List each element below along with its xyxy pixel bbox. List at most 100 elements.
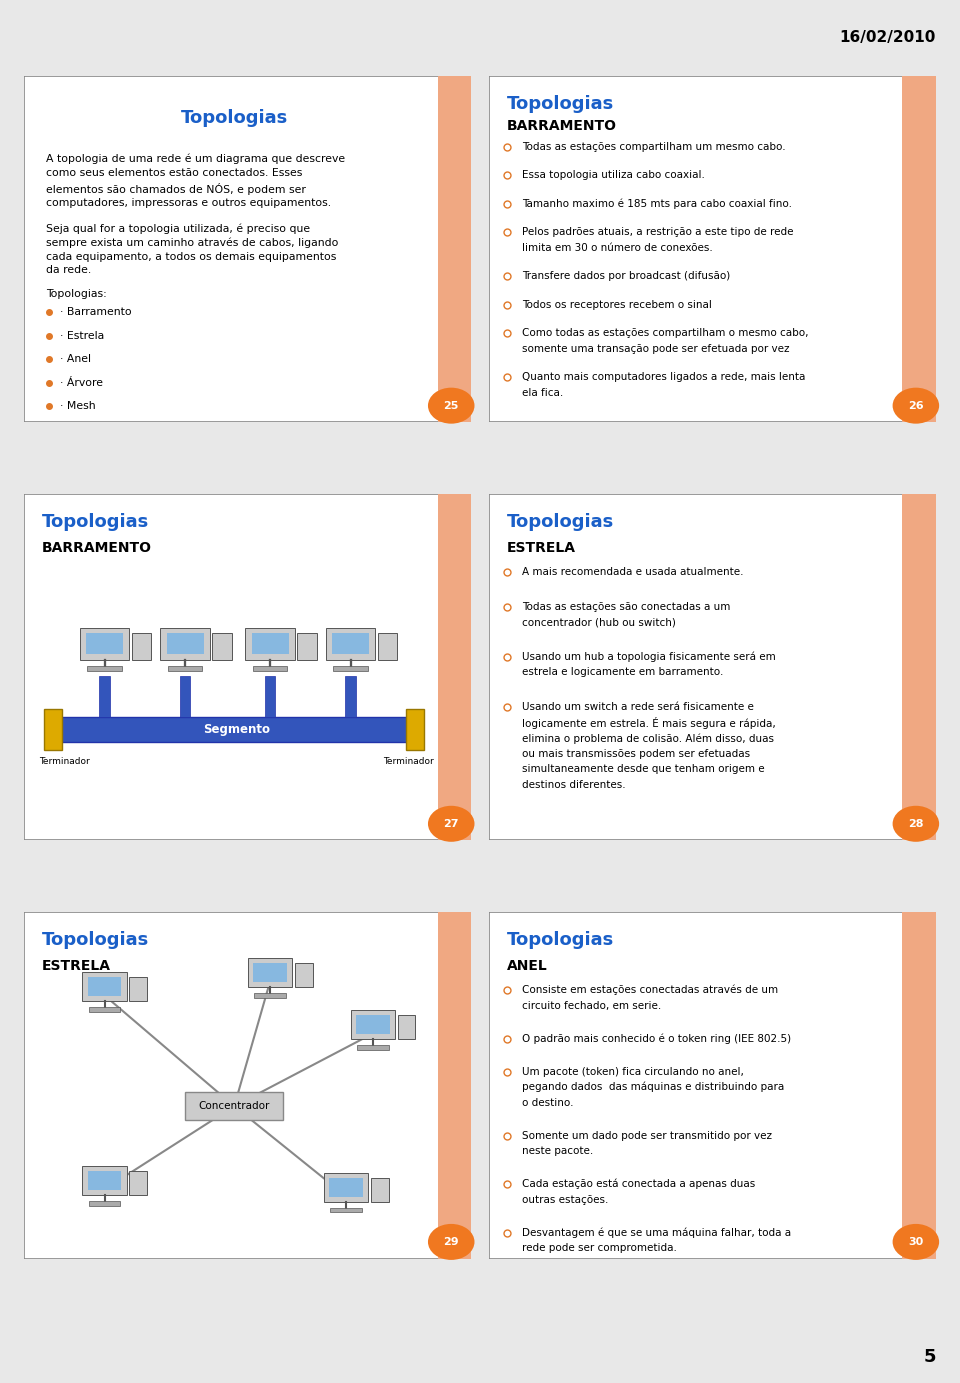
Bar (332, 633, 369, 654)
Bar (132, 633, 152, 660)
Bar (167, 633, 204, 654)
Text: BARRAMENTO: BARRAMENTO (507, 119, 616, 133)
Text: Como todas as estações compartilham o mesmo cabo,: Como todas as estações compartilham o me… (522, 328, 808, 337)
Text: 5: 5 (924, 1348, 936, 1366)
Bar (295, 963, 313, 987)
Bar (438, 494, 471, 841)
Text: Terminador: Terminador (39, 758, 89, 766)
Bar (346, 676, 356, 718)
Text: 27: 27 (444, 819, 459, 828)
Text: Quanto mais computadores ligados a rede, mais lenta: Quanto mais computadores ligados a rede,… (522, 372, 805, 382)
FancyBboxPatch shape (83, 972, 127, 1001)
Bar (252, 667, 287, 671)
Circle shape (428, 387, 474, 423)
Text: elimina o problema de colisão. Além disso, duas: elimina o problema de colisão. Além diss… (522, 733, 774, 744)
Text: logicamente em estrela. É mais segura e rápida,: logicamente em estrela. É mais segura e … (522, 716, 776, 729)
Text: Topologias: Topologias (507, 513, 613, 531)
Bar (185, 1093, 283, 1120)
Text: · Estrela: · Estrela (60, 331, 104, 340)
Bar (89, 1007, 120, 1012)
FancyBboxPatch shape (24, 494, 471, 841)
Text: Concentrador: Concentrador (199, 1101, 270, 1111)
Bar (438, 913, 471, 1259)
Bar (902, 494, 936, 841)
Text: limita em 30 o número de conexões.: limita em 30 o número de conexões. (522, 243, 713, 253)
Text: destinos diferentes.: destinos diferentes. (522, 780, 626, 790)
Bar (902, 76, 936, 422)
Bar (377, 633, 397, 660)
Bar (180, 676, 190, 718)
Bar (297, 633, 317, 660)
Text: · Anel: · Anel (60, 354, 91, 364)
Text: Desvantagem é que se uma máquina falhar, toda a: Desvantagem é que se uma máquina falhar,… (522, 1227, 791, 1238)
Text: Todas as estações compartilham um mesmo cabo.: Todas as estações compartilham um mesmo … (522, 142, 786, 152)
Bar (902, 913, 936, 1259)
Bar (87, 1171, 121, 1189)
Text: Pelos padrões atuais, a restrição a este tipo de rede: Pelos padrões atuais, a restrição a este… (522, 227, 794, 238)
Circle shape (428, 1224, 474, 1260)
Text: 30: 30 (908, 1236, 924, 1247)
FancyBboxPatch shape (24, 913, 471, 1259)
Text: rede pode ser comprometida.: rede pode ser comprometida. (522, 1243, 677, 1253)
Bar (333, 667, 368, 671)
Text: Usando um switch a rede será fisicamente e: Usando um switch a rede será fisicamente… (522, 703, 754, 712)
FancyBboxPatch shape (324, 1173, 369, 1202)
FancyBboxPatch shape (24, 76, 471, 422)
FancyBboxPatch shape (489, 494, 936, 841)
Bar (87, 667, 122, 671)
Text: Cada estação está conectada a apenas duas: Cada estação está conectada a apenas dua… (522, 1178, 756, 1189)
Text: circuito fechado, em serie.: circuito fechado, em serie. (522, 1001, 661, 1011)
Bar (254, 993, 286, 997)
Text: Essa topologia utiliza cabo coaxial.: Essa topologia utiliza cabo coaxial. (522, 170, 705, 180)
Bar (438, 76, 471, 422)
Text: Transfere dados por broadcast (difusão): Transfere dados por broadcast (difusão) (522, 271, 731, 281)
Text: simultaneamente desde que tenham origem e: simultaneamente desde que tenham origem … (522, 765, 765, 774)
FancyBboxPatch shape (246, 628, 295, 660)
Text: ESTRELA: ESTRELA (507, 541, 576, 555)
Text: Topologias: Topologias (42, 513, 149, 531)
Bar (87, 976, 121, 996)
Text: neste pacote.: neste pacote. (522, 1147, 593, 1156)
Bar (44, 709, 62, 751)
Text: Terminador: Terminador (383, 758, 434, 766)
Text: Todos os receptores recebem o sinal: Todos os receptores recebem o sinal (522, 300, 712, 310)
Text: estrela e logicamente em barramento.: estrela e logicamente em barramento. (522, 668, 724, 678)
Text: ESTRELA: ESTRELA (42, 958, 111, 974)
Text: pegando dados  das máquinas e distribuindo para: pegando dados das máquinas e distribuind… (522, 1082, 784, 1093)
Bar (252, 633, 289, 654)
Circle shape (893, 387, 939, 423)
FancyBboxPatch shape (248, 958, 293, 987)
Text: Consiste em estações conectadas através de um: Consiste em estações conectadas através … (522, 985, 779, 996)
Text: ela fica.: ela fica. (522, 387, 564, 397)
Text: ou mais transmissões podem ser efetuadas: ou mais transmissões podem ser efetuadas (522, 748, 751, 759)
Bar (56, 718, 418, 741)
Bar (371, 1178, 389, 1202)
FancyBboxPatch shape (350, 1010, 396, 1040)
Bar (330, 1207, 362, 1213)
FancyBboxPatch shape (489, 76, 936, 422)
Text: Segmento: Segmento (203, 723, 270, 736)
Circle shape (893, 1224, 939, 1260)
Text: · Mesh: · Mesh (60, 401, 95, 411)
Text: concentrador (hub ou switch): concentrador (hub ou switch) (522, 617, 676, 628)
FancyBboxPatch shape (83, 1166, 127, 1195)
Bar (406, 709, 424, 751)
Text: Topologias:: Topologias: (46, 289, 108, 299)
FancyBboxPatch shape (160, 628, 209, 660)
Text: o destino.: o destino. (522, 1098, 574, 1108)
Text: Um pacote (token) fica circulando no anel,: Um pacote (token) fica circulando no ane… (522, 1066, 744, 1076)
Text: ANEL: ANEL (507, 958, 547, 974)
Circle shape (428, 806, 474, 842)
Text: 29: 29 (444, 1236, 459, 1247)
Text: · Árvore: · Árvore (60, 378, 103, 387)
Bar (86, 633, 123, 654)
Bar (130, 976, 147, 1001)
Text: A mais recomendada e usada atualmente.: A mais recomendada e usada atualmente. (522, 567, 744, 577)
Bar (397, 1015, 416, 1040)
FancyBboxPatch shape (80, 628, 130, 660)
Text: somente uma transação pode ser efetuada por vez: somente uma transação pode ser efetuada … (522, 343, 790, 354)
Bar (357, 1046, 389, 1050)
Bar (253, 963, 287, 982)
Text: Usando um hub a topologia fisicamente será em: Usando um hub a topologia fisicamente se… (522, 651, 776, 662)
Text: 26: 26 (908, 401, 924, 411)
